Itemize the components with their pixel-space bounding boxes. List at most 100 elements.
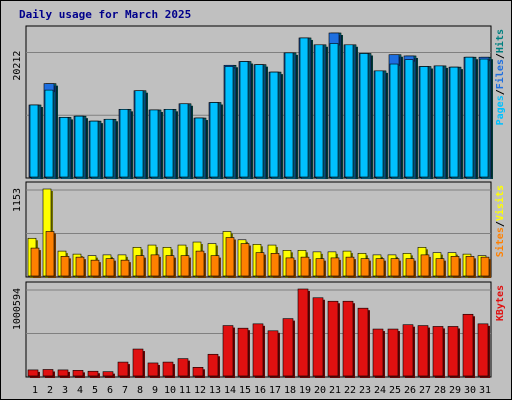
bar-kbytes-23 — [357, 307, 370, 378]
bar-sites-7 — [120, 259, 131, 278]
legend-kbytes: KBytes — [495, 285, 506, 321]
x-tick-label-19: 19 — [299, 385, 311, 396]
bar-pages-7 — [119, 109, 130, 179]
bar-pages-11 — [179, 103, 190, 179]
x-tick-label-13: 13 — [209, 385, 221, 396]
legend-kbytes: KBytes — [495, 285, 506, 321]
legend-sites: Sites — [494, 227, 506, 257]
bar-sites-18 — [285, 257, 296, 278]
max-label-hits: 20212 — [12, 51, 23, 81]
bar-sites-10 — [165, 255, 176, 278]
bar-sites-5 — [90, 259, 101, 278]
bar-pages-17 — [269, 71, 280, 179]
bar-pages-6 — [104, 118, 115, 179]
bar-sites-12 — [195, 250, 206, 278]
bar-kbytes-4 — [72, 370, 85, 378]
x-tick-label-18: 18 — [284, 385, 296, 396]
x-tick-label-3: 3 — [62, 385, 68, 396]
chart-title: Daily usage for March 2025 — [19, 8, 192, 21]
bar-sites-6 — [105, 258, 116, 278]
max-label-visits: 1153 — [12, 188, 23, 212]
bar-pages-15 — [239, 61, 250, 179]
bar-kbytes-5 — [87, 370, 100, 378]
bar-kbytes-29 — [447, 326, 460, 378]
bar-kbytes-19 — [297, 288, 310, 378]
legend-separator: / — [495, 53, 506, 59]
bar-pages-20 — [314, 44, 325, 179]
bar-sites-3 — [60, 256, 71, 278]
bar-pages-29 — [449, 66, 460, 179]
x-tick-label-4: 4 — [77, 385, 83, 396]
x-tick-label-27: 27 — [419, 385, 431, 396]
bar-pages-13 — [209, 102, 220, 179]
x-tick-label-7: 7 — [122, 385, 128, 396]
bar-kbytes-7 — [117, 361, 130, 378]
bar-kbytes-9 — [147, 362, 160, 378]
bar-kbytes-18 — [282, 318, 295, 378]
legend-hits: Pages/Files/Hits — [494, 29, 506, 125]
bar-pages-2 — [44, 89, 55, 179]
bar-sites-28 — [435, 258, 446, 278]
legend-hits: Hits — [494, 29, 506, 53]
bar-pages-10 — [164, 109, 175, 179]
max-label-kbytes: 1000594 — [12, 288, 23, 330]
bar-pages-12 — [194, 117, 205, 179]
bar-pages-25 — [389, 63, 400, 179]
bar-kbytes-25 — [387, 328, 400, 378]
x-tick-label-31: 31 — [479, 385, 491, 396]
bar-sites-22 — [345, 256, 356, 278]
legend-separator: / — [495, 221, 506, 227]
bar-sites-21 — [330, 257, 341, 278]
legend-files: Files — [494, 59, 506, 89]
bar-kbytes-2 — [42, 369, 55, 378]
bar-pages-24 — [374, 70, 385, 179]
x-tick-label-8: 8 — [137, 385, 143, 396]
x-tick-label-23: 23 — [359, 385, 371, 396]
bar-sites-23 — [360, 258, 371, 278]
bar-kbytes-12 — [192, 367, 205, 378]
bar-pages-9 — [149, 109, 160, 179]
bar-sites-31 — [480, 256, 491, 278]
bar-pages-23 — [359, 53, 370, 179]
bar-pages-19 — [299, 37, 310, 180]
bar-pages-28 — [434, 65, 445, 179]
x-tick-label-9: 9 — [152, 385, 158, 396]
bar-pages-31 — [479, 58, 490, 179]
bar-pages-4 — [74, 115, 85, 179]
x-tick-label-28: 28 — [434, 385, 446, 396]
x-tick-label-29: 29 — [449, 385, 461, 396]
bar-kbytes-1 — [27, 369, 40, 378]
bar-sites-26 — [405, 258, 416, 278]
x-tick-label-15: 15 — [239, 385, 251, 396]
x-tick-label-30: 30 — [464, 385, 476, 396]
bar-sites-19 — [300, 256, 311, 278]
bar-pages-18 — [284, 52, 295, 179]
bar-kbytes-22 — [342, 300, 355, 378]
bar-sites-16 — [255, 252, 266, 278]
bar-sites-20 — [315, 258, 326, 278]
bar-pages-21 — [329, 43, 340, 179]
bar-pages-14 — [224, 66, 235, 179]
bar-sites-29 — [450, 256, 461, 278]
x-tick-label-25: 25 — [389, 385, 401, 396]
x-tick-label-24: 24 — [374, 385, 386, 396]
bar-sites-25 — [390, 258, 401, 278]
x-tick-label-11: 11 — [179, 385, 191, 396]
bar-pages-22 — [344, 44, 355, 179]
bar-sites-4 — [75, 256, 86, 278]
bar-pages-16 — [254, 64, 265, 179]
bar-kbytes-14 — [222, 325, 235, 378]
bar-pages-5 — [89, 120, 100, 179]
x-tick-label-22: 22 — [344, 385, 356, 396]
bar-sites-8 — [135, 255, 146, 278]
legend-visits: Visits — [494, 185, 506, 221]
bar-kbytes-17 — [267, 330, 280, 378]
x-tick-label-16: 16 — [254, 385, 266, 396]
bar-sites-24 — [375, 258, 386, 278]
x-tick-label-12: 12 — [194, 385, 206, 396]
x-tick-label-20: 20 — [314, 385, 326, 396]
bar-kbytes-26 — [402, 324, 415, 378]
bar-kbytes-30 — [462, 313, 475, 378]
bar-kbytes-27 — [417, 325, 430, 378]
